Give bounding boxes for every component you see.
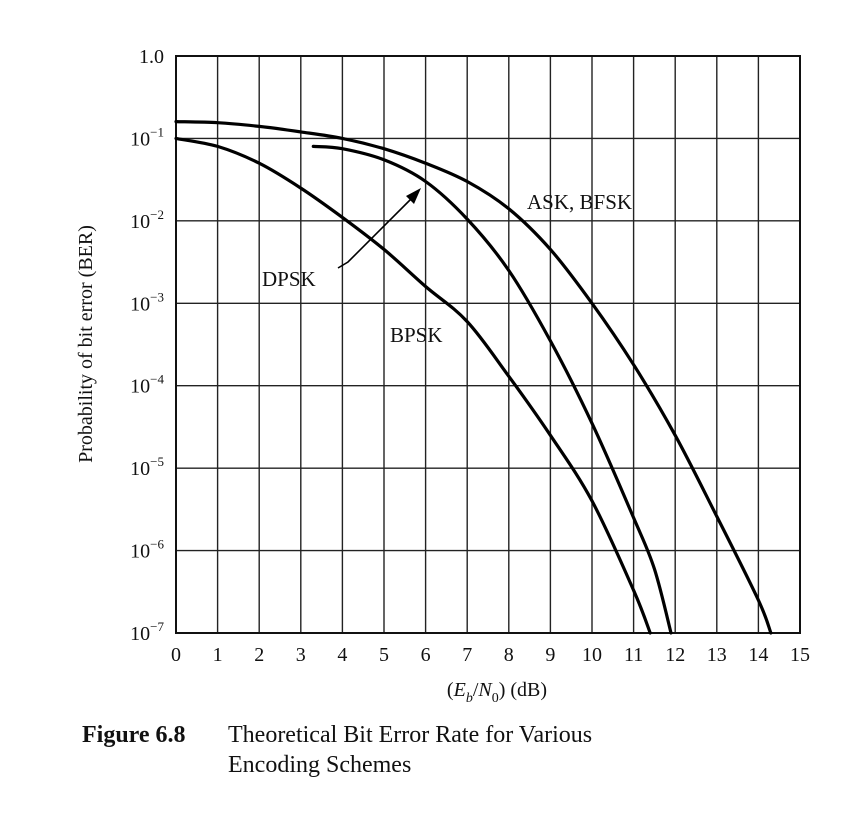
- x-tick-labels: 0 1 2 3 4 5 6 7 8 9 10 11 12 13 14 15: [171, 644, 810, 666]
- series-line-ask-bfsk: [174, 120, 773, 635]
- x-tick-label-7: 7: [462, 644, 472, 666]
- series-label-ask-bfsk: ASK, BFSK: [527, 190, 632, 214]
- x-label-e: E: [453, 679, 466, 701]
- curves: [174, 120, 773, 635]
- ber-chart: 0 1 2 3 4 5 6 7 8 9 10 11 12 13 14 15 1.010−110−210−310…: [75, 46, 810, 706]
- y-tick-label-3: 10−3: [130, 289, 164, 315]
- y-tick-label-5: 10−5: [130, 454, 164, 480]
- figure-title-line-2: Encoding Schemes: [228, 752, 412, 778]
- y-tick-label-0: 1.0: [139, 46, 164, 68]
- x-axis-label: (Eb/N0) (dB): [447, 679, 547, 706]
- x-tick-label-15: 15: [790, 644, 810, 666]
- dpsk-arrow-icon: [337, 188, 421, 269]
- x-tick-label-5: 5: [379, 644, 389, 666]
- x-tick-label-0: 0: [171, 644, 181, 666]
- y-axis-label: Probability of bit error (BER): [75, 225, 97, 463]
- y-tick-label-2: 10−2: [130, 207, 164, 233]
- x-label-b: b: [466, 691, 473, 706]
- x-tick-label-12: 12: [665, 644, 685, 666]
- series-label-dpsk: DPSK: [262, 267, 316, 291]
- figure-caption: Figure 6.8 Theoretical Bit Error Rate for…: [82, 720, 592, 780]
- y-tick-labels: 1.0 10−1 10−2 10−3 10−4 10−5 10−6 10−7: [130, 46, 164, 645]
- y-tick-label-6: 10−6: [130, 537, 164, 563]
- x-label-slash: /: [473, 679, 479, 701]
- dpsk-arrow-head: [406, 188, 421, 204]
- x-tick-label-10: 10: [582, 644, 602, 666]
- series-label-bpsk: BPSK: [390, 323, 443, 347]
- x-tick-label-11: 11: [624, 644, 643, 666]
- plot-frame: [175, 55, 801, 634]
- x-tick-label-8: 8: [504, 644, 514, 666]
- series-line-bpsk: [174, 136, 652, 635]
- x-tick-label-9: 9: [545, 644, 555, 666]
- grid: [175, 55, 801, 634]
- series-line-dpsk: [311, 144, 673, 635]
- figure-title: Theoretical Bit Error Rate for Various En…: [228, 720, 592, 780]
- x-tick-label-4: 4: [337, 644, 347, 666]
- x-tick-label-14: 14: [748, 644, 768, 666]
- dpsk-arrow-line: [337, 194, 416, 269]
- x-tick-label-1: 1: [213, 644, 223, 666]
- y-tick-label-4: 10−4: [130, 372, 164, 398]
- x-tick-label-6: 6: [421, 644, 431, 666]
- x-label-zero: 0: [492, 691, 499, 706]
- x-label-unit: (dB): [505, 679, 547, 701]
- x-tick-label-13: 13: [707, 644, 727, 666]
- y-tick-label-1: 10−1: [130, 124, 164, 150]
- figure-number: Figure 6.8: [82, 722, 186, 748]
- x-tick-label-2: 2: [254, 644, 264, 666]
- y-tick-label-7: 10−7: [130, 619, 164, 645]
- x-tick-label-3: 3: [296, 644, 306, 666]
- x-label-n: N: [477, 679, 493, 701]
- figure-title-line-1: Theoretical Bit Error Rate for Various: [228, 722, 593, 748]
